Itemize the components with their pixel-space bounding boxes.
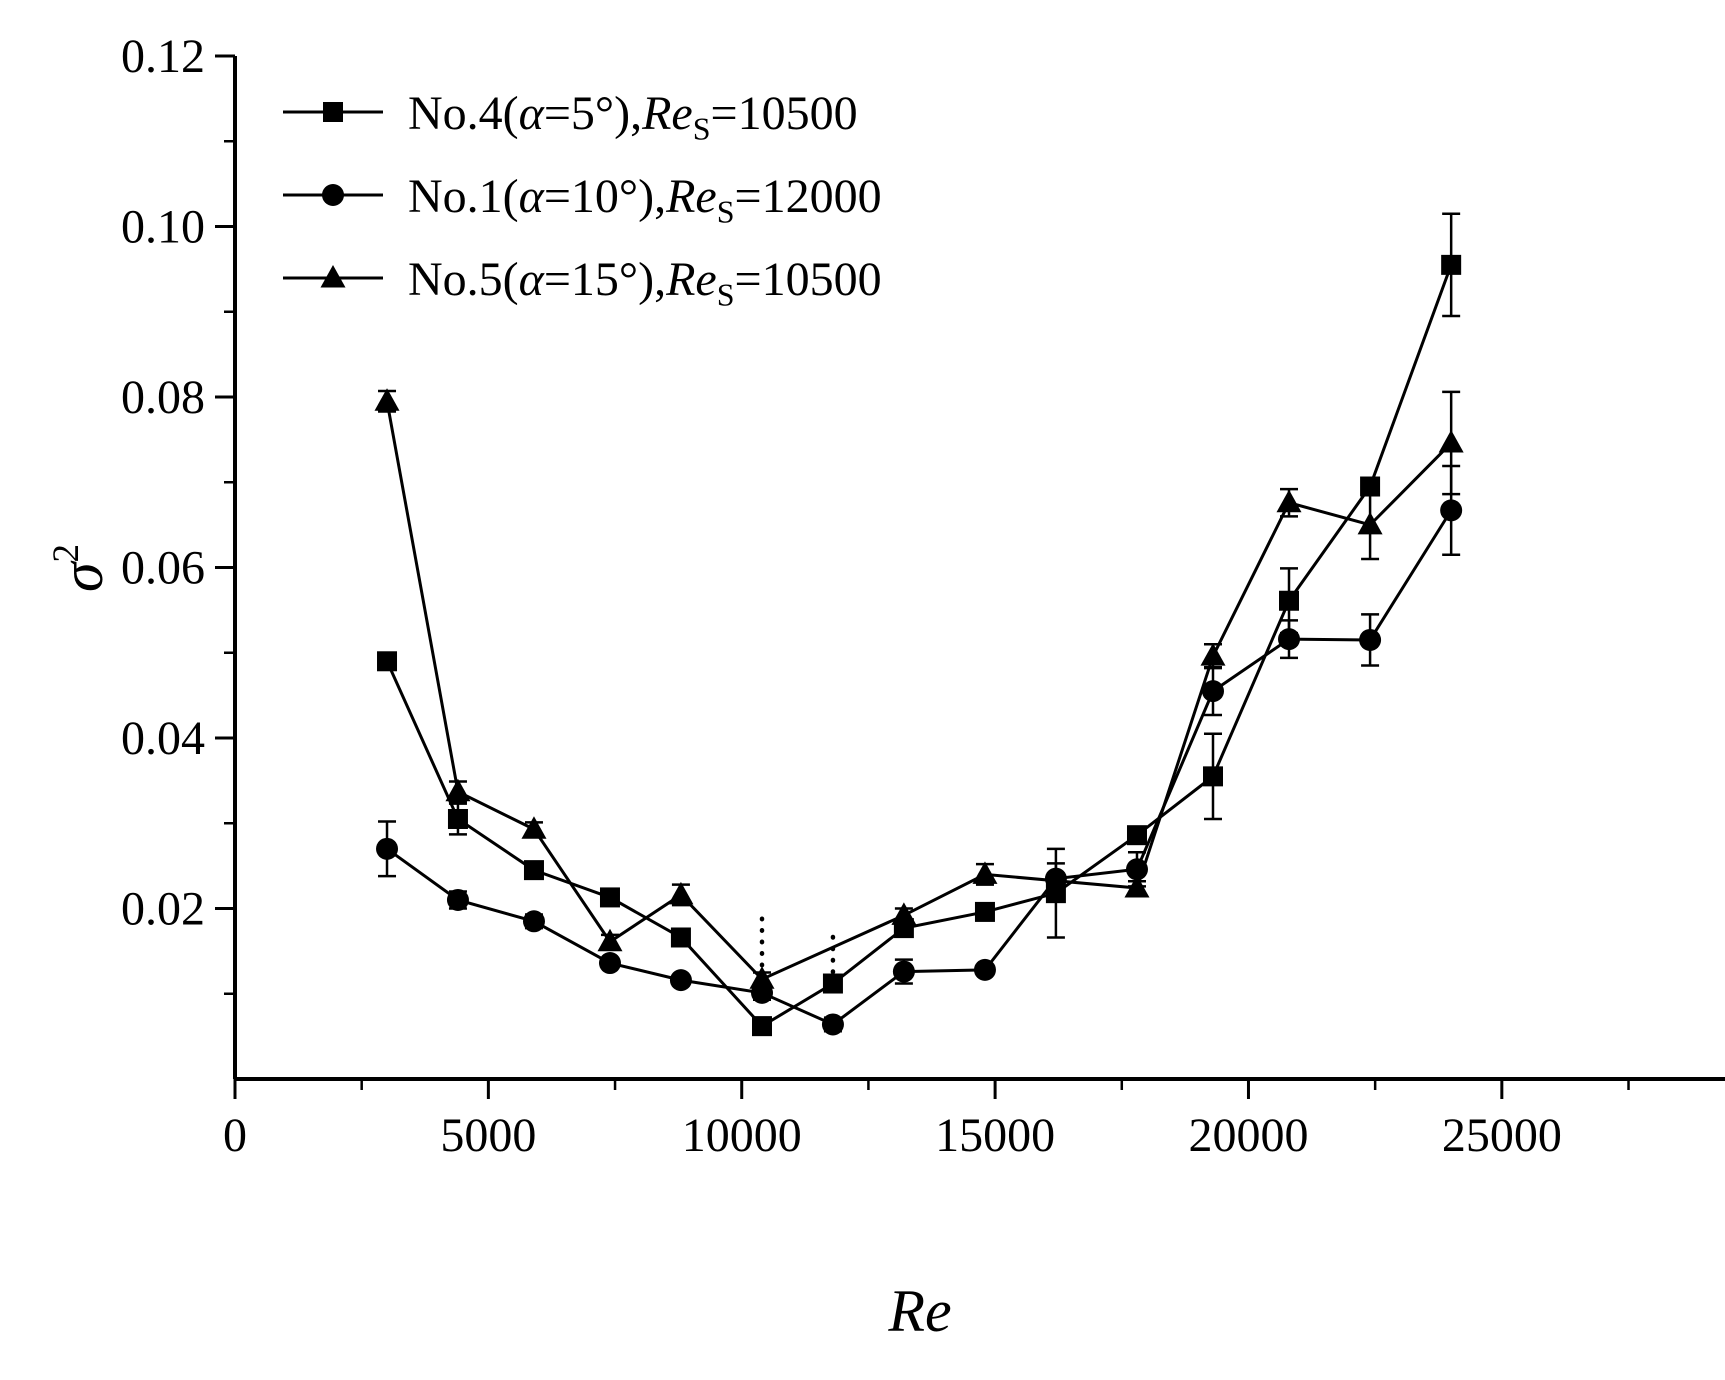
circle-marker xyxy=(892,960,915,983)
y-tick-label: 0.10 xyxy=(121,201,205,254)
circle-marker xyxy=(322,184,344,206)
x-tick-label: 15000 xyxy=(935,1109,1055,1162)
legend-label: No.5(α=15°),ReS=10500 xyxy=(408,253,882,313)
square-marker xyxy=(1441,254,1462,275)
series-line xyxy=(386,509,1453,1027)
y-axis-label: σ2 xyxy=(46,544,115,592)
circle-marker xyxy=(821,1013,844,1036)
series-2-circle xyxy=(376,464,1463,1036)
square-marker xyxy=(377,651,398,672)
series-3-triangle xyxy=(374,388,1464,989)
y-tick-label: 0.04 xyxy=(121,712,205,765)
triangle-marker xyxy=(972,861,998,884)
legend-label: No.4(α=5°),ReS=10500 xyxy=(408,87,858,147)
circle-marker xyxy=(376,837,399,860)
square-marker xyxy=(599,887,620,908)
triangle-marker xyxy=(891,902,917,925)
circle-marker xyxy=(1440,499,1463,522)
y-tick-label: 0.08 xyxy=(121,371,205,424)
square-marker xyxy=(323,102,343,122)
x-axis-label: Re xyxy=(887,1278,951,1344)
plot-svg: 0 5000 10000 15000 20000 25000 0.02 0.04 0.06 0.0… xyxy=(46,30,1725,1344)
triangle-marker xyxy=(1438,430,1464,453)
circle-marker xyxy=(446,888,469,911)
x-tick-label: 20000 xyxy=(1188,1109,1308,1162)
x-tick-label: 25000 xyxy=(1442,1109,1562,1162)
circle-marker xyxy=(669,969,692,992)
triangle-marker xyxy=(1276,489,1302,513)
legend-entry: No.1(α=10°),ReS=12000 xyxy=(283,170,882,230)
x-tick-label: 0 xyxy=(223,1109,247,1162)
square-marker xyxy=(523,860,544,881)
square-marker xyxy=(752,1016,773,1037)
square-marker xyxy=(670,927,691,948)
legend-label: No.1(α=10°),ReS=12000 xyxy=(408,170,882,230)
triangle-marker xyxy=(521,816,547,839)
triangle-marker xyxy=(668,881,694,905)
triangle-marker xyxy=(597,928,623,952)
triangle-marker xyxy=(1124,875,1150,898)
circle-marker xyxy=(1278,628,1301,651)
triangle-marker xyxy=(374,388,400,411)
triangle-marker xyxy=(1200,643,1226,666)
triangle-marker xyxy=(320,265,346,288)
triangle-marker xyxy=(1357,511,1383,535)
x-tick-label: 10000 xyxy=(682,1109,802,1162)
square-marker xyxy=(974,901,995,922)
circle-marker xyxy=(1201,680,1224,703)
circle-marker xyxy=(1044,867,1067,890)
circle-marker xyxy=(1359,628,1382,651)
circle-marker xyxy=(598,952,621,975)
square-marker xyxy=(1202,766,1223,787)
y-tick-label: 0.06 xyxy=(121,542,205,595)
legend-entry: No.4(α=5°),ReS=10500 xyxy=(283,87,858,147)
circle-marker xyxy=(522,910,545,933)
triangle-marker xyxy=(445,778,471,802)
square-marker xyxy=(1126,825,1147,846)
y-tick-label: 0.02 xyxy=(121,883,205,936)
chart-figure: 0 5000 10000 15000 20000 25000 0.02 0.04 0.06 0.0… xyxy=(40,16,1725,1364)
x-tick-label: 5000 xyxy=(440,1109,536,1162)
square-marker xyxy=(447,808,468,829)
y-tick-label: 0.12 xyxy=(121,30,205,83)
square-marker xyxy=(1279,590,1300,611)
legend-entry: No.5(α=15°),ReS=10500 xyxy=(283,253,882,313)
circle-marker xyxy=(973,958,996,981)
